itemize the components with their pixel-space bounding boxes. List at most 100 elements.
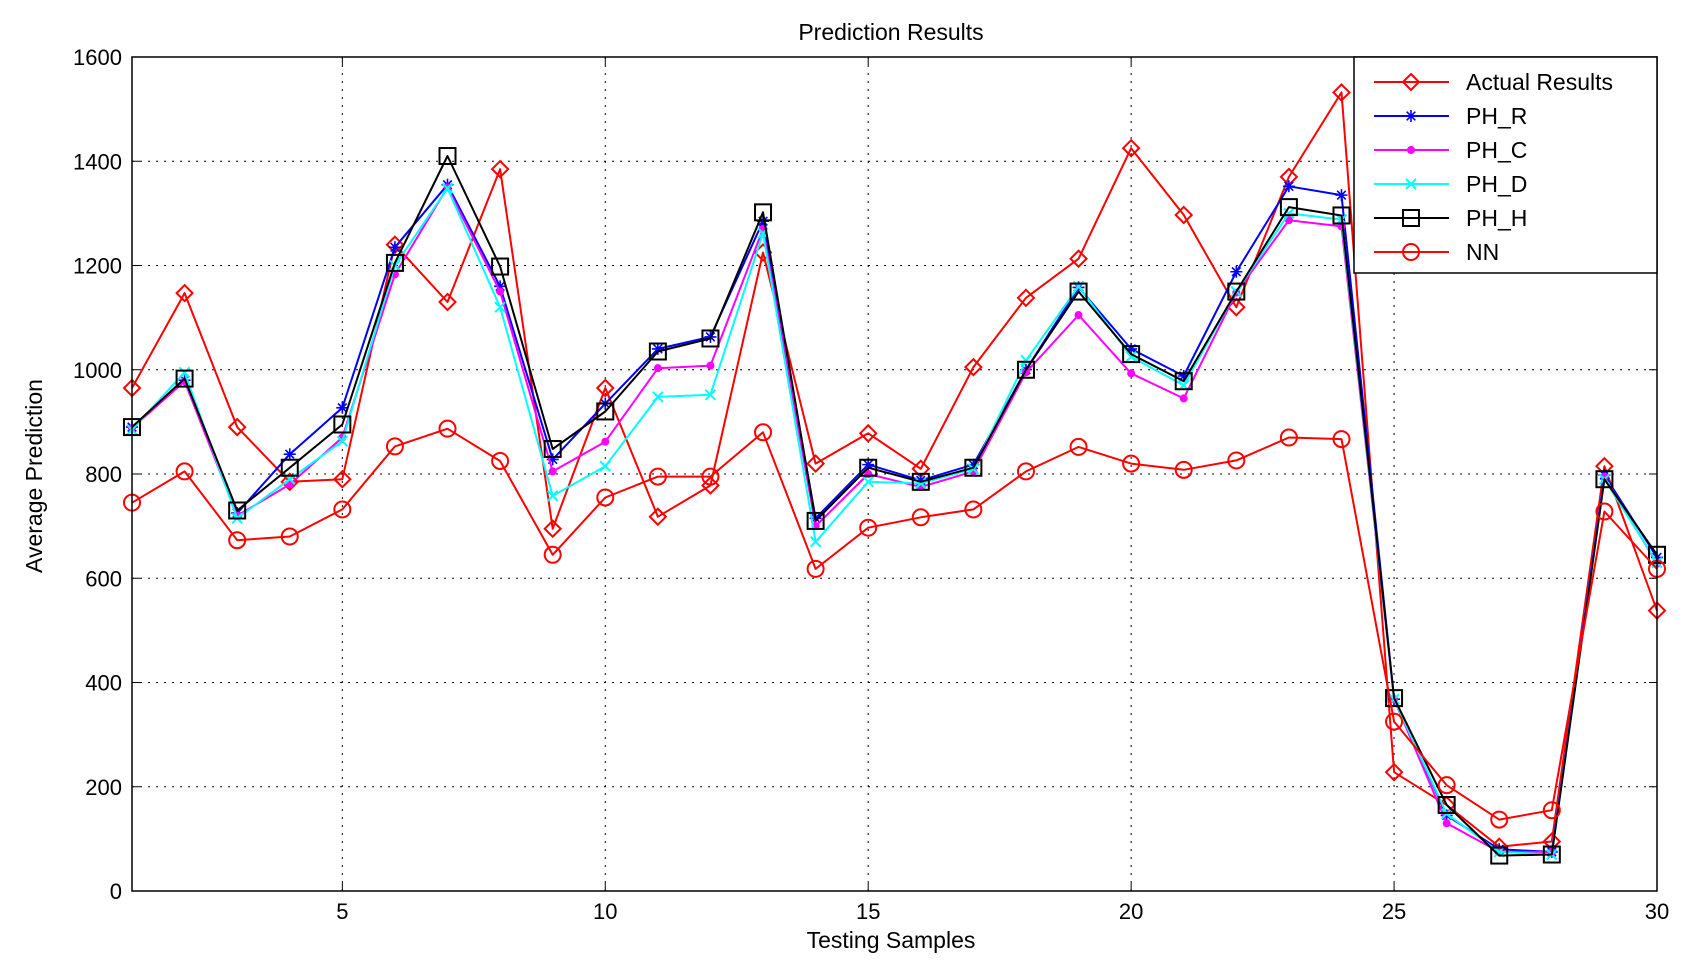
data-point-ph-h [754, 203, 773, 222]
data-point-ph-r [336, 401, 349, 414]
data-point-ph-h [491, 257, 510, 276]
data-point-nn [1332, 430, 1351, 449]
data-point-ph-h [1490, 846, 1509, 865]
data-point-nn [911, 508, 930, 527]
data-point-ph-h [806, 511, 825, 530]
data-point-ph-c [1179, 394, 1188, 403]
y-tick-label: 800 [85, 462, 122, 487]
data-point-nn [491, 451, 510, 470]
data-point-ph-d [652, 391, 664, 403]
x-tick-label: 10 [593, 899, 617, 924]
data-point-nn [1385, 712, 1404, 731]
data-point-nn [648, 467, 667, 486]
data-point-ph-h [701, 329, 720, 348]
data-point-nn [596, 488, 615, 507]
series-line-ph-d [131, 187, 1658, 856]
x-axis-title: Testing Samples [807, 927, 976, 953]
data-point-actual-results [332, 469, 352, 489]
data-point-ph-c [548, 467, 557, 476]
y-tick-label: 200 [85, 775, 122, 800]
data-point-ph-r [546, 453, 559, 466]
data-point-ph-r [1230, 265, 1243, 278]
data-point-ph-h [1385, 689, 1404, 708]
data-point-nn [1227, 451, 1246, 470]
data-point-nn [1490, 810, 1509, 829]
data-point-ph-h [1122, 345, 1141, 364]
data-point-ph-d [1283, 207, 1295, 220]
data-point-ph-d [809, 536, 822, 548]
data-point-nn [333, 500, 352, 519]
data-point-actual-results [1069, 249, 1088, 269]
data-point-nn [280, 527, 299, 546]
data-point-nn [701, 467, 720, 486]
y-tick-label: 1000 [73, 358, 122, 383]
data-point-actual-results [543, 519, 563, 539]
legend-label-ph-c: PH_C [1466, 137, 1527, 163]
data-point-nn [1174, 460, 1193, 479]
data-point-ph-d [178, 366, 191, 379]
data-point-ph-d [1125, 351, 1137, 363]
y-tick-label: 1200 [73, 254, 122, 279]
data-point-ph-h [859, 458, 878, 477]
data-point-ph-c [1442, 819, 1451, 828]
data-point-ph-h [280, 458, 299, 477]
y-tick-label: 1600 [73, 45, 122, 70]
legend-item-nn: NN [1374, 239, 1499, 265]
data-point-ph-d [336, 435, 349, 447]
data-point-actual-results [438, 292, 457, 312]
data-point-nn [543, 545, 562, 564]
data-point-actual-results [227, 417, 247, 437]
data-point-ph-r [967, 458, 980, 471]
data-point-ph-c [601, 437, 610, 446]
data-point-ph-h [438, 147, 457, 166]
data-point-ph-d [494, 301, 506, 313]
data-point-nn [175, 462, 194, 481]
data-point-ph-r [862, 458, 875, 471]
data-point-ph-d [599, 460, 611, 472]
data-point-actual-results [490, 159, 510, 179]
data-point-nn [859, 518, 878, 537]
legend-label-ph-r: PH_R [1466, 103, 1527, 129]
data-point-ph-h [175, 369, 194, 388]
data-point-ph-c [285, 480, 294, 489]
data-point-ph-c [1074, 311, 1083, 320]
data-point-ph-r [1177, 370, 1190, 383]
data-point-nn [385, 437, 404, 456]
data-point-actual-results [1332, 83, 1351, 102]
y-tick-label: 600 [85, 566, 122, 591]
data-point-ph-h [1069, 282, 1088, 301]
data-point-nn [1542, 801, 1561, 820]
data-point-ph-h [648, 342, 667, 361]
data-point-ph-d [441, 182, 454, 195]
data-point-actual-results [175, 283, 195, 303]
x-tick-label: 15 [856, 899, 880, 924]
data-point-ph-r [914, 474, 927, 487]
data-point-ph-h [596, 402, 615, 421]
data-point-actual-results [1016, 288, 1036, 308]
legend-item-ph-r: PH_R [1374, 103, 1527, 129]
data-point-nn [1016, 462, 1035, 481]
series-line-nn [131, 427, 1658, 821]
data-point-nn [1279, 428, 1298, 447]
data-point-ph-h [964, 458, 983, 477]
legend-marker-ph-c [1407, 146, 1415, 154]
series-ph-h [123, 147, 1666, 865]
data-point-ph-c [706, 361, 715, 370]
x-tick-label: 20 [1119, 899, 1143, 924]
legend-label-nn: NN [1466, 239, 1499, 265]
data-point-nn [1069, 437, 1088, 456]
data-point-nn [964, 500, 983, 519]
data-point-ph-r [494, 280, 507, 293]
data-point-ph-h [1279, 198, 1298, 217]
data-point-ph-d [967, 463, 980, 475]
legend-item-ph-d: PH_D [1374, 171, 1527, 197]
data-point-ph-r [1282, 180, 1295, 193]
data-point-nn [1122, 454, 1141, 473]
data-point-nn [806, 559, 825, 578]
legend-box [1353, 56, 1658, 274]
data-point-actual-results [1384, 762, 1404, 782]
legend-marker-ph-r [1405, 110, 1417, 122]
data-point-actual-results [806, 454, 826, 473]
data-point-ph-h [1174, 372, 1193, 391]
